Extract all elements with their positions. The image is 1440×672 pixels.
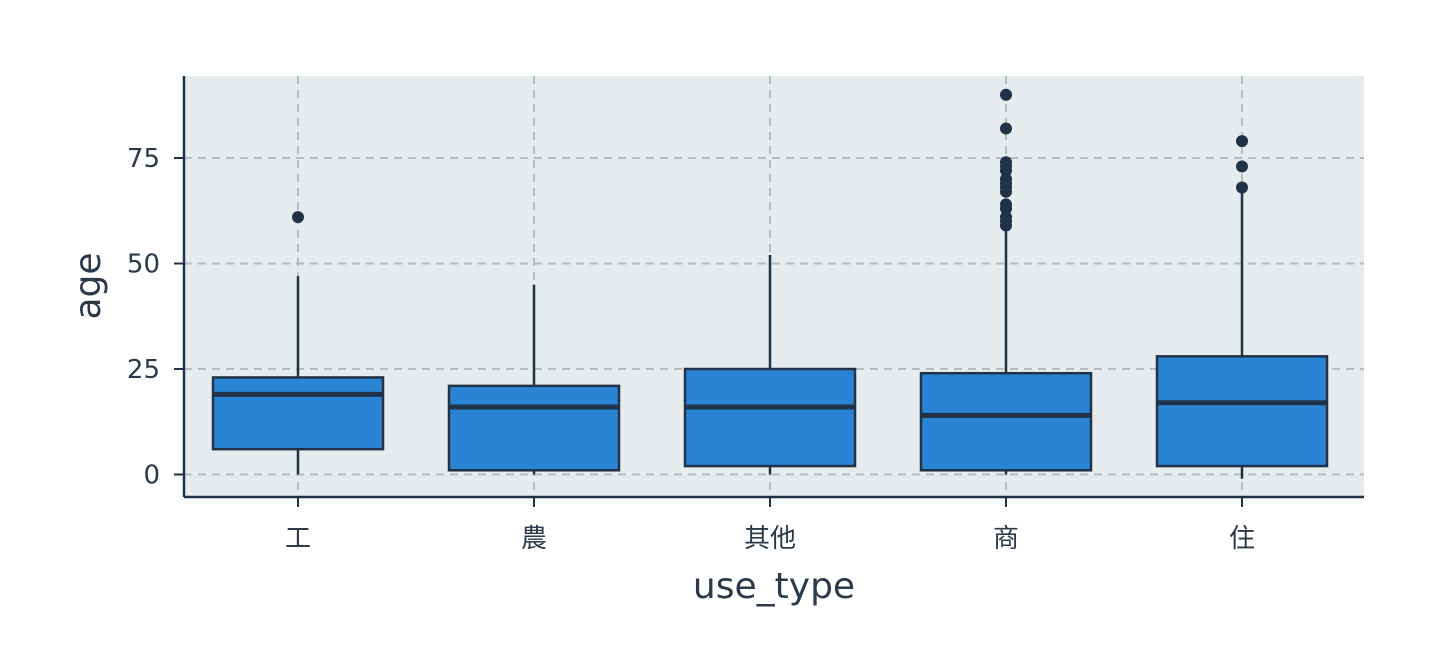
x-tick-label: 工 [285, 524, 311, 554]
outlier-point [1000, 156, 1012, 169]
x-tick-label: 農 [521, 524, 547, 554]
outlier-point [292, 211, 304, 224]
y-tick-labels: 0 25 50 75 [127, 144, 184, 491]
box-1 [211, 211, 385, 475]
iqr-box [683, 367, 857, 468]
y-tick-label: 50 [127, 250, 160, 280]
y-axis-title: age [68, 252, 109, 319]
y-tick-label: 25 [127, 355, 160, 385]
box-4 [919, 88, 1093, 475]
box-group [211, 88, 1329, 479]
outlier-point [1236, 160, 1248, 173]
iqr-box [211, 376, 385, 451]
x-tick-labels: 工 農 其他 商 住 [285, 497, 1255, 554]
x-tick-label: 其他 [744, 524, 796, 554]
iqr-box [919, 371, 1093, 472]
x-tick-label: 商 [993, 524, 1019, 554]
outlier-point [1000, 88, 1012, 101]
x-axis-title: use_type [693, 566, 855, 607]
box-5 [1155, 135, 1329, 479]
outlier-point [1000, 173, 1012, 186]
outlier-point [1236, 135, 1248, 148]
outlier-point [1000, 122, 1012, 135]
iqr-box [447, 384, 621, 472]
outlier-point [1236, 181, 1248, 194]
x-tick-label: 住 [1229, 524, 1255, 554]
box-3 [683, 255, 857, 475]
box-2 [447, 284, 621, 475]
outlier-point [1000, 211, 1012, 224]
iqr-box [1155, 355, 1329, 468]
outlier-point [1000, 198, 1012, 211]
y-tick-label: 75 [127, 144, 160, 174]
y-tick-label: 0 [143, 461, 160, 491]
